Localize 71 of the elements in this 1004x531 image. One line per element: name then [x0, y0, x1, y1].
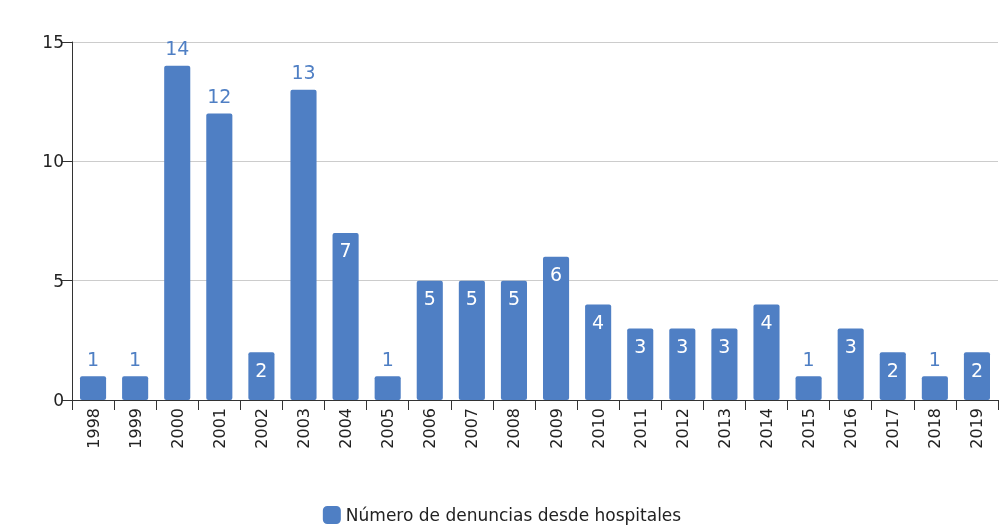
y-tick-label: 15 [42, 32, 64, 52]
x-tick-label: 2003 [294, 408, 313, 449]
data-label: 3 [676, 334, 689, 357]
x-tick-label: 2000 [167, 408, 187, 449]
bar [879, 352, 906, 400]
x-tick-label: 2001 [209, 408, 229, 449]
x-tick-label: 2008 [504, 408, 524, 449]
data-label: 4 [592, 311, 605, 334]
bar [753, 304, 780, 400]
x-tick-label: 2015 [799, 408, 819, 449]
data-label: 1 [87, 347, 100, 370]
data-label: 1 [129, 347, 142, 370]
bar [543, 256, 570, 400]
bar [122, 376, 149, 400]
x-tick-label: 2009 [546, 408, 566, 449]
data-label: 7 [339, 239, 352, 262]
bar [80, 376, 107, 400]
bar [416, 280, 443, 400]
x-tick-label: 2004 [336, 408, 356, 449]
bar [164, 65, 191, 400]
bar [669, 328, 696, 400]
y-tick-label: 10 [42, 151, 64, 172]
data-label: 14 [165, 37, 190, 60]
data-label: 13 [291, 61, 316, 84]
legend-label: Número de denuncias desde hospitales [345, 505, 682, 525]
data-label: 5 [507, 287, 520, 310]
bar [837, 328, 864, 400]
bar [332, 232, 359, 400]
bar [627, 328, 654, 400]
data-label: 1 [928, 347, 941, 370]
x-tick-label: 2006 [420, 408, 440, 449]
bar [795, 376, 822, 400]
data-label: 2 [255, 358, 268, 381]
bar [585, 304, 612, 400]
bar [500, 280, 527, 400]
x-tick-label: 2013 [714, 408, 734, 449]
data-label: 1 [381, 347, 394, 370]
x-tick-label: 2005 [378, 408, 398, 449]
y-tick-label: 5 [53, 270, 64, 291]
bar [206, 113, 233, 400]
x-tick-label: 1998 [83, 408, 103, 449]
x-tick-label: 2014 [757, 408, 776, 449]
x-tick-label: 2012 [672, 408, 692, 449]
bar [963, 352, 990, 400]
data-label: 4 [760, 311, 773, 334]
x-tick-label: 2011 [630, 408, 650, 449]
data-label: 12 [207, 85, 232, 108]
x-tick-label: 2007 [462, 408, 482, 449]
x-tick-label: 2018 [925, 408, 945, 449]
x-tick-label: 2010 [588, 408, 608, 449]
x-tick-label: 1999 [125, 408, 145, 449]
x-tick-label: 2019 [967, 408, 987, 449]
y-tick-label: 0 [53, 390, 64, 410]
bar [921, 376, 948, 400]
data-label: 2 [886, 358, 899, 381]
bar [711, 328, 738, 400]
bar [458, 280, 485, 400]
data-label: 5 [465, 287, 478, 310]
bar [248, 352, 275, 400]
data-label: 3 [844, 334, 857, 357]
x-tick-label: 2017 [883, 408, 903, 449]
data-label: 5 [423, 287, 436, 310]
x-tick-label: 2002 [251, 408, 271, 449]
data-label: 3 [634, 334, 647, 357]
bar [290, 89, 317, 400]
x-tick-label: 2016 [841, 408, 861, 449]
data-label: 6 [550, 263, 563, 286]
bar [374, 376, 401, 400]
data-label: 1 [802, 347, 815, 370]
data-label: 2 [970, 358, 983, 381]
data-label: 3 [718, 334, 731, 357]
